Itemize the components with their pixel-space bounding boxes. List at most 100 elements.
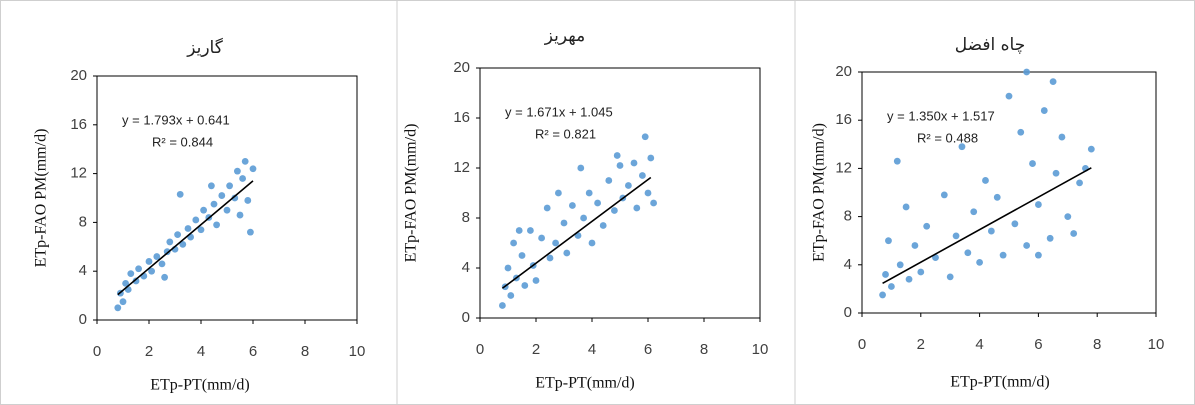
trend-line (117, 180, 254, 296)
point (226, 182, 234, 190)
y-tick-label: 4 (79, 262, 87, 279)
x-axis-label: ETp-PT(mm/d) (535, 375, 635, 392)
x-tick-label: 2 (145, 343, 153, 360)
point (538, 234, 545, 242)
point (234, 167, 241, 175)
point (510, 239, 517, 247)
point (613, 152, 621, 159)
point (639, 172, 646, 179)
y-tick-label: 20 (835, 63, 852, 80)
point (563, 249, 571, 257)
x-tick-label: 0 (476, 341, 484, 358)
x-tick-label: 10 (752, 341, 769, 358)
y-tick-label: 8 (462, 209, 470, 226)
y-axis-label: ETp-FAO PM(mm/d) (811, 123, 828, 262)
point (940, 191, 948, 199)
point (241, 158, 249, 165)
point (153, 253, 161, 260)
point (594, 199, 601, 207)
x-tick-label: 0 (93, 343, 101, 360)
plot-frame (96, 75, 358, 321)
y-axis-label: ETp-FAO PM(mm/d) (33, 129, 50, 268)
point (1052, 169, 1060, 177)
point (599, 222, 607, 229)
point (616, 162, 624, 169)
point (1049, 78, 1057, 86)
point (127, 270, 135, 278)
point (585, 189, 593, 197)
point (641, 133, 649, 141)
point (1070, 230, 1078, 237)
point (546, 254, 554, 262)
y-tick-label: 0 (844, 304, 852, 321)
y-tick-label: 16 (70, 116, 87, 133)
equation: y = 1.350x + 1.517 (887, 108, 995, 123)
point (893, 157, 901, 165)
point (896, 261, 904, 269)
point (192, 216, 200, 224)
point (515, 227, 523, 234)
point (1011, 220, 1019, 228)
point (499, 302, 506, 309)
x-tick-label: 2 (532, 341, 540, 358)
point (1064, 213, 1072, 221)
point (223, 206, 231, 214)
chart-title: گاریز (186, 37, 224, 58)
point (958, 143, 966, 151)
point (902, 203, 910, 211)
point (135, 265, 143, 273)
r-squared: R² = 0.844 (152, 134, 213, 149)
point (882, 271, 889, 278)
point (1017, 128, 1025, 136)
point (244, 197, 252, 204)
point (644, 189, 652, 197)
point (197, 226, 205, 234)
y-tick-label: 4 (844, 256, 852, 273)
point (946, 273, 954, 281)
equation: y = 1.793x + 0.641 (122, 112, 230, 127)
trend-line (882, 167, 1092, 285)
x-tick-label: 8 (301, 343, 309, 360)
point (543, 204, 551, 212)
point (247, 228, 254, 236)
point (552, 239, 559, 247)
point (521, 282, 529, 289)
x-axis-label: ETp-PT(mm/d) (150, 377, 250, 394)
point (555, 189, 562, 197)
point (179, 240, 187, 248)
point (218, 192, 226, 199)
y-tick-label: 16 (835, 111, 852, 128)
y-tick-label: 12 (453, 159, 470, 176)
point (580, 214, 587, 222)
point (145, 258, 153, 265)
point (210, 200, 218, 208)
point (923, 222, 931, 230)
point (148, 267, 156, 275)
point (158, 260, 166, 268)
x-tick-label: 6 (1034, 336, 1042, 353)
point (588, 239, 596, 247)
point (1076, 179, 1083, 187)
point (1058, 133, 1066, 141)
plot-frame (479, 67, 761, 319)
x-tick-label: 6 (644, 341, 652, 358)
point (964, 249, 972, 257)
x-tick-label: 6 (249, 343, 257, 360)
y-tick-label: 0 (462, 309, 470, 326)
chart-title: مهریز (544, 26, 585, 46)
y-axis-label: ETp-FAO PM(mm/d) (403, 124, 420, 263)
point (1005, 92, 1013, 100)
point (999, 251, 1007, 259)
point (1023, 68, 1031, 76)
point (605, 177, 613, 184)
point (1087, 145, 1095, 153)
point (231, 194, 239, 202)
point (1029, 160, 1036, 167)
x-axis-label: ETp-PT(mm/d) (950, 374, 1050, 391)
point (132, 277, 140, 285)
x-tick-label: 8 (700, 341, 708, 358)
y-tick-label: 16 (453, 109, 470, 126)
point (630, 159, 638, 167)
y-tick-label: 8 (79, 213, 87, 230)
